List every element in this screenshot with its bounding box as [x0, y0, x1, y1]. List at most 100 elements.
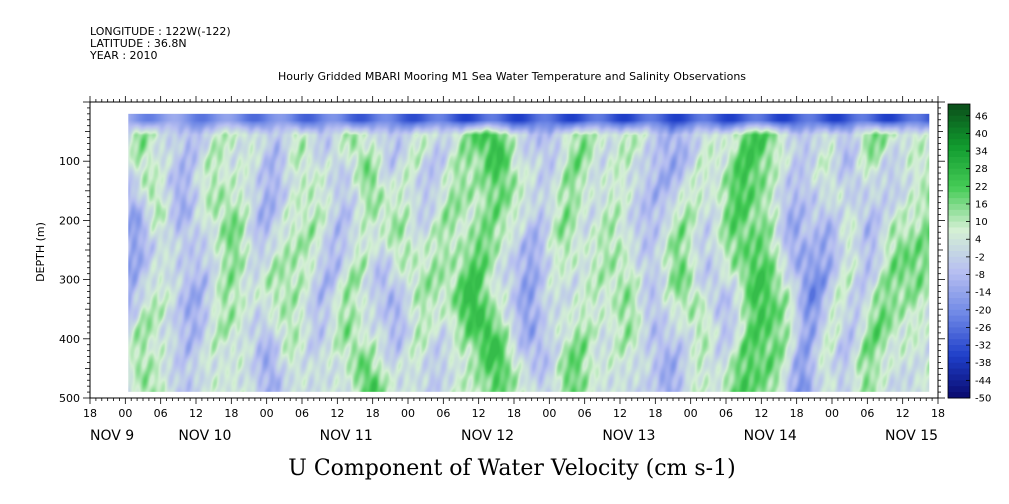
colorbar-swatch	[948, 280, 970, 287]
colorbar-label: -50	[975, 394, 991, 405]
colorbar-swatch	[948, 362, 970, 370]
x-hour-label: 06	[436, 407, 450, 420]
colorbar-swatch	[948, 180, 970, 187]
x-hour-label: 06	[860, 407, 874, 420]
colorbar-frame	[947, 103, 971, 399]
colorbar-swatch	[948, 156, 970, 164]
colorbar-swatch	[948, 121, 970, 129]
x-hour-label: 18	[931, 407, 945, 420]
x-hour-label: 06	[578, 407, 592, 420]
colorbar-swatch	[948, 315, 970, 323]
colorbar-label: -2	[975, 252, 985, 263]
x-hour-label: 18	[366, 407, 380, 420]
colorbar-swatch	[948, 262, 970, 270]
colorbar-swatch	[948, 350, 970, 358]
y-tick-label: 300	[59, 274, 80, 287]
colorbar-label: 10	[975, 217, 988, 228]
x-hour-label: 12	[330, 407, 344, 420]
x-hour-label: 06	[154, 407, 168, 420]
x-hour-label: 00	[118, 407, 132, 420]
colorbar-swatch	[948, 115, 970, 123]
x-hour-label: 18	[790, 407, 804, 420]
colorbar-swatch	[948, 292, 970, 299]
x-axis-ticks	[89, 96, 939, 404]
colorbar-swatch	[948, 109, 970, 117]
variable-title: U Component of Water Velocity (cm s-1)	[288, 456, 735, 481]
colorbar-label: -32	[975, 341, 991, 352]
colorbar-label: -20	[975, 305, 991, 316]
x-hour-label: 12	[189, 407, 203, 420]
colorbar-swatch	[948, 303, 970, 311]
y-axis-title: DEPTH (m)	[34, 222, 47, 282]
colorbar-label: 4	[975, 235, 981, 246]
colorbar-swatch	[948, 151, 970, 158]
colorbar-label: 22	[975, 182, 988, 193]
chart-title: Hourly Gridded MBARI Mooring M1 Sea Wate…	[278, 70, 746, 83]
x-day-label: NOV 11	[320, 428, 373, 444]
latitude-label: LATITUDE : 36.8N	[90, 37, 187, 50]
colorbar-swatch	[948, 327, 970, 334]
x-hour-label: 06	[295, 407, 309, 420]
y-tick-label: 200	[59, 214, 80, 227]
colorbar-swatch	[948, 309, 970, 317]
colorbar-swatch	[948, 256, 970, 264]
y-tick-label: 400	[59, 333, 80, 346]
velocity-heatmap	[128, 113, 930, 392]
x-hour-label: 12	[613, 407, 627, 420]
x-hour-label: 12	[472, 407, 486, 420]
colorbar-swatch	[948, 233, 970, 240]
colorbar-swatch	[948, 245, 970, 252]
colorbar-swatch	[948, 298, 970, 305]
colorbar-label: 40	[975, 129, 988, 140]
x-day-label: NOV 14	[744, 428, 797, 444]
colorbar-swatch	[948, 321, 970, 328]
colorbar-swatch	[948, 215, 970, 223]
x-hour-label: 00	[260, 407, 274, 420]
colorbar-swatch	[948, 333, 970, 340]
x-hour-label: 00	[825, 407, 839, 420]
x-day-label: NOV 9	[90, 428, 134, 444]
x-hour-label: 18	[224, 407, 238, 420]
colorbar-swatch	[948, 239, 970, 246]
colorbar-swatch	[948, 286, 970, 293]
y-axis-ticks	[83, 101, 945, 399]
colorbar-swatch	[948, 104, 970, 111]
y-tick-label: 100	[59, 155, 80, 168]
colorbar-swatch	[948, 274, 970, 281]
colorbar-swatch	[948, 268, 970, 276]
colorbar-swatch	[948, 203, 970, 211]
colorbar-swatch	[948, 198, 970, 205]
colorbar-label: -14	[975, 288, 991, 299]
colorbar-label: 28	[975, 164, 988, 175]
colorbar-swatch	[948, 145, 970, 152]
colorbar-label: -38	[975, 358, 991, 369]
x-axis-day-labels: NOV 9 NOV 10 NOV 11 NOV 12 NOV 13 NOV 14 NOV 1…	[90, 428, 1009, 444]
x-day-label: NOV 10	[178, 428, 231, 444]
colorbar-swatch	[948, 380, 970, 387]
colorbar-label: -26	[975, 323, 991, 334]
y-axis-tick-labels: 100 200 300 400 500	[59, 155, 80, 405]
colorbar-swatch	[948, 227, 970, 234]
colorbar-swatch	[948, 127, 970, 134]
x-day-label: NOV 13	[602, 428, 655, 444]
colorbar-swatch	[948, 345, 970, 352]
x-hour-label: 12	[754, 407, 768, 420]
x-hour-label: 00	[684, 407, 698, 420]
colorbar-swatch	[948, 386, 970, 393]
colorbar-label: 16	[975, 199, 988, 210]
colorbar-swatch	[948, 356, 970, 364]
colorbar-swatch	[948, 368, 970, 375]
x-hour-label: 12	[896, 407, 910, 420]
x-hour-label: 00	[401, 407, 415, 420]
colorbar-swatch	[948, 168, 970, 176]
year-label: YEAR : 2010	[89, 49, 158, 62]
x-hour-label: 18	[648, 407, 662, 420]
colorbar-swatch	[948, 251, 970, 258]
x-hour-label: 18	[83, 407, 97, 420]
metadata-header: LONGITUDE : 122W(-122) LATITUDE : 36.8N …	[89, 25, 231, 62]
colorbar-swatch	[948, 162, 970, 170]
colorbar-label: -44	[975, 376, 991, 387]
colorbar: 46 40 34 28 22 16 10 4 -2 -8 -14 -20 -26 -32 -38 -44 -50	[947, 103, 991, 405]
longitude-label: LONGITUDE : 122W(-122)	[90, 25, 231, 38]
